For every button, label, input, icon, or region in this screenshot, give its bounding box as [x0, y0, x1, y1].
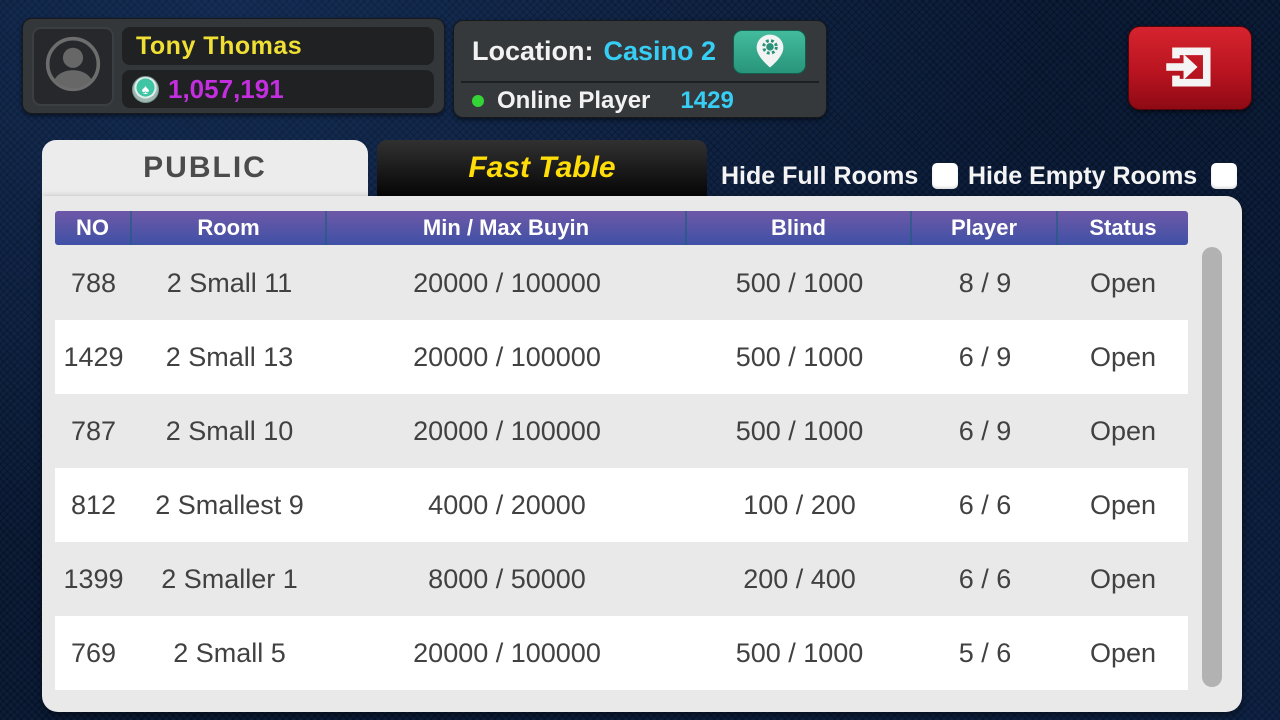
cell-buyin: 4000 / 20000	[428, 489, 586, 520]
location-value: Casino 2	[603, 35, 717, 66]
exit-arrow-icon	[1163, 40, 1217, 97]
cell-no: 1399	[63, 563, 124, 594]
cell-no: 1429	[63, 341, 124, 372]
cell-buyin: 20000 / 100000	[413, 637, 601, 668]
table-row[interactable]: 787 2 Small 10 20000 / 100000 500 / 1000 6 /…	[55, 394, 1188, 468]
location-label: Location:	[472, 35, 594, 66]
scrollbar-thumb[interactable]	[1202, 247, 1222, 687]
cell-no: 812	[70, 489, 117, 520]
table-row[interactable]: 788 2 Small 11 20000 / 100000 500 / 1000 8 /…	[55, 246, 1188, 320]
cell-status: Open	[1089, 415, 1157, 446]
cell-buyin: 8000 / 50000	[428, 563, 586, 594]
cell-player: 6 / 9	[958, 415, 1012, 446]
cell-player: 8 / 9	[958, 267, 1012, 298]
table-row[interactable]: 769 2 Small 5 20000 / 100000 500 / 1000 5 / …	[55, 616, 1188, 690]
cell-no: 788	[70, 267, 117, 298]
poker-chip-spade-icon: ♠	[132, 75, 159, 103]
chips-balance: 1,057,191	[168, 73, 284, 104]
cell-no: 769	[70, 637, 117, 668]
cell-room: 2 Smaller 1	[161, 563, 298, 594]
location-panel: Location: Casino 2 Online Player 1429	[453, 20, 827, 118]
hide-empty-rooms-label: Hide Empty Rooms	[968, 161, 1198, 190]
cell-player: 6 / 6	[958, 563, 1012, 594]
cell-status: Open	[1089, 637, 1157, 668]
cell-buyin: 20000 / 100000	[413, 415, 601, 446]
person-icon	[42, 33, 104, 100]
player-name-field: Tony Thomas	[122, 27, 434, 65]
column-header-no: NO	[55, 211, 132, 245]
online-player-label: Online Player	[497, 87, 651, 114]
online-player-row: Online Player 1429	[472, 85, 734, 117]
cell-player: 6 / 6	[958, 489, 1012, 520]
tab-fast-table[interactable]: Fast Table	[377, 140, 707, 196]
cell-blind: 500 / 1000	[735, 341, 864, 372]
hide-full-rooms-checkbox[interactable]	[932, 163, 959, 189]
hide-empty-rooms-checkbox[interactable]	[1211, 163, 1238, 189]
table-row[interactable]: 1429 2 Small 13 20000 / 100000 500 / 1000 6 …	[55, 320, 1188, 394]
location-row: Location: Casino 2	[472, 21, 716, 81]
filter-hide-full-rooms[interactable]: Hide Full Rooms	[721, 152, 959, 200]
column-header-room: Room	[132, 211, 327, 245]
cell-blind: 500 / 1000	[735, 637, 864, 668]
table-header: NO Room Min / Max Buyin Blind Player Sta…	[55, 211, 1188, 245]
cell-player: 5 / 6	[958, 637, 1012, 668]
column-header-buyin: Min / Max Buyin	[327, 211, 687, 245]
cell-status: Open	[1089, 341, 1157, 372]
cell-status: Open	[1089, 267, 1157, 298]
cell-room: 2 Small 11	[166, 267, 293, 298]
player-info-panel: Tony Thomas ♠ 1,057,191	[22, 18, 445, 114]
tab-public[interactable]: PUBLIC	[42, 140, 368, 196]
hide-full-rooms-label: Hide Full Rooms	[721, 161, 919, 190]
table-row[interactable]: 1399 2 Smaller 1 8000 / 50000 200 / 400 6 / …	[55, 542, 1188, 616]
column-header-blind: Blind	[687, 211, 912, 245]
table-body: 788 2 Small 11 20000 / 100000 500 / 1000 8 /…	[55, 246, 1188, 690]
cell-status: Open	[1089, 489, 1157, 520]
room-list-panel: NO Room Min / Max Buyin Blind Player Sta…	[42, 196, 1242, 712]
filter-hide-empty-rooms[interactable]: Hide Empty Rooms	[968, 152, 1238, 200]
cell-player: 6 / 9	[958, 341, 1012, 372]
cell-room: 2 Small 10	[165, 415, 294, 446]
cell-blind: 500 / 1000	[735, 267, 864, 298]
cell-blind: 500 / 1000	[735, 415, 864, 446]
column-header-player: Player	[912, 211, 1058, 245]
cell-room: 2 Small 13	[165, 341, 294, 372]
cell-blind: 200 / 400	[743, 563, 856, 594]
avatar[interactable]	[32, 27, 114, 106]
cell-blind: 100 / 200	[743, 489, 856, 520]
table-row[interactable]: 812 2 Smallest 9 4000 / 20000 100 / 200 6 / …	[55, 468, 1188, 542]
online-player-count: 1429	[680, 87, 734, 114]
divider	[461, 81, 819, 83]
player-chips-field: ♠ 1,057,191	[122, 70, 434, 108]
exit-button[interactable]	[1128, 26, 1252, 110]
column-header-status: Status	[1089, 215, 1157, 240]
change-location-button[interactable]	[733, 30, 806, 74]
cell-room: 2 Smallest 9	[155, 489, 304, 520]
cell-buyin: 20000 / 100000	[413, 341, 601, 372]
cell-no: 787	[70, 415, 117, 446]
cell-buyin: 20000 / 100000	[413, 267, 601, 298]
player-name: Tony Thomas	[136, 31, 303, 60]
map-pin-gear-icon	[755, 34, 785, 71]
cell-status: Open	[1089, 563, 1157, 594]
online-status-dot	[472, 95, 484, 107]
cell-room: 2 Small 5	[173, 637, 286, 668]
